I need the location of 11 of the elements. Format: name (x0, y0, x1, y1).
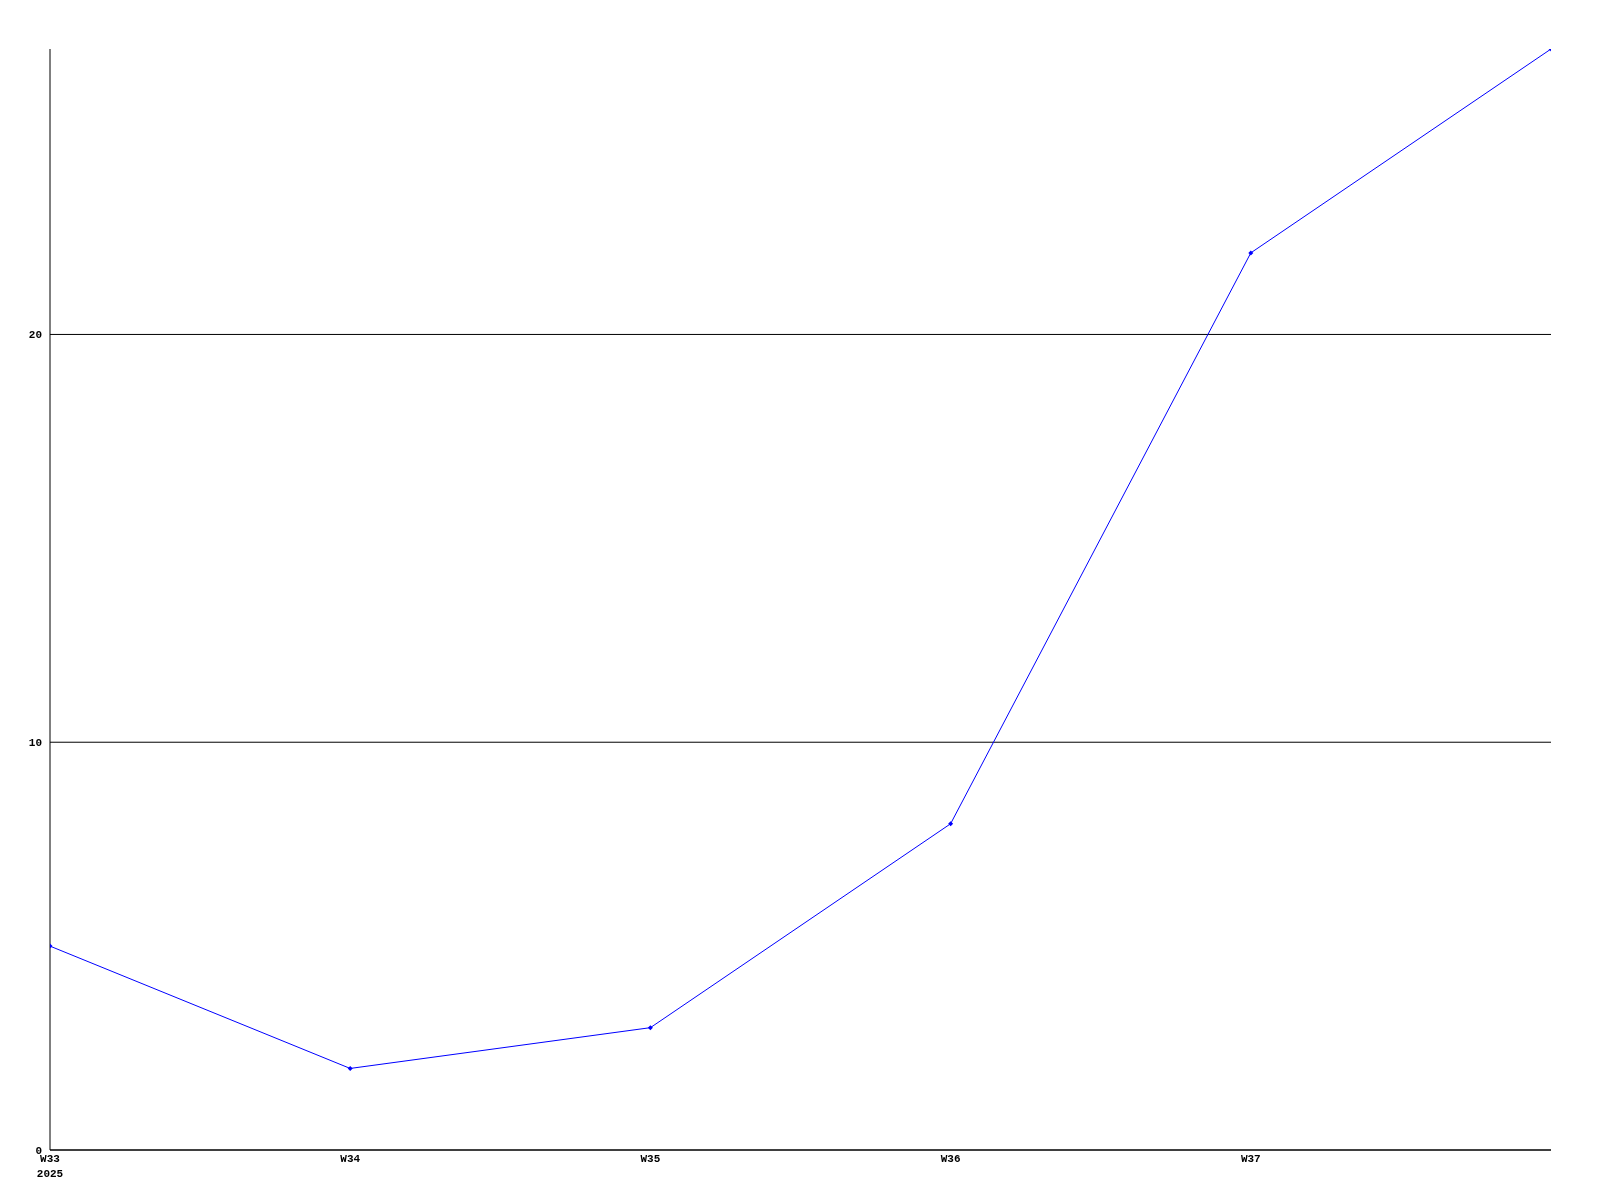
x-tick-label: W37 (1240, 1153, 1261, 1165)
point (347, 1065, 353, 1071)
point (647, 1025, 653, 1031)
y-tick-label: 10 (28, 737, 42, 750)
point (948, 821, 954, 827)
y-tick-label: 20 (28, 329, 42, 342)
x-tick-label: W36 (940, 1153, 961, 1165)
line-series (50, 49, 1551, 1071)
x-tick-label: W35 (640, 1153, 661, 1165)
x-tick-label: W34 (340, 1153, 361, 1165)
point (1248, 250, 1254, 256)
